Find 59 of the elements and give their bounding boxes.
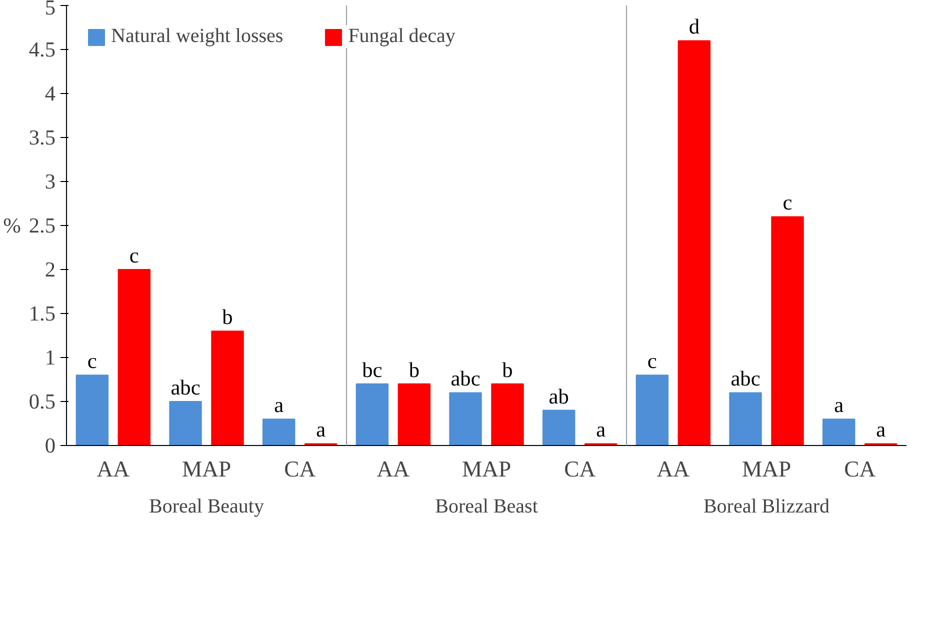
y-tick-label: 3.5 [28, 126, 56, 150]
x-tick-label: CA [564, 456, 596, 482]
bar [262, 418, 296, 446]
text: Boreal Beast [435, 496, 538, 518]
y-tick-label: 4 [44, 82, 56, 106]
x-tick-label: AA [96, 456, 130, 482]
data-label: a [834, 393, 844, 418]
bar [398, 383, 431, 446]
y-tick-label: 0 [44, 434, 56, 458]
bar [491, 383, 524, 446]
bar [771, 216, 804, 446]
data-label: b [502, 358, 513, 382]
data-label: abc [170, 376, 200, 400]
y-tick-label: 1 [44, 346, 56, 370]
legend-label: Fungal decay [348, 25, 456, 48]
bar [169, 401, 202, 446]
y-tick-label: 3 [44, 170, 56, 194]
data-label: a [876, 418, 886, 442]
data-label: a [596, 418, 606, 442]
data-label: c [647, 349, 657, 374]
data-label: c [87, 349, 97, 374]
x-tick-label: MAP [742, 456, 792, 482]
data-label: a [274, 393, 284, 418]
bar [76, 374, 109, 446]
y-tick-label: 2 [44, 258, 56, 282]
x-tick-label: CA [844, 456, 876, 482]
data-label: b [222, 305, 233, 330]
y-tick-label: 1.5 [28, 302, 56, 326]
data-label: c [782, 190, 792, 215]
data-label: abc [450, 366, 480, 391]
bar [636, 374, 669, 446]
x-tick-label: CA [284, 456, 316, 482]
data-label: a [316, 418, 326, 442]
x-tick-label: MAP [182, 456, 232, 482]
data-label: ab [548, 384, 569, 408]
text: Boreal Blizzard [703, 496, 830, 518]
bar [356, 383, 389, 446]
y-tick-label: 4.5 [28, 38, 56, 62]
data-label: d [688, 14, 700, 39]
x-tick-label: MAP [462, 456, 512, 482]
bar [729, 392, 762, 446]
x-tick-label: AA [376, 456, 410, 482]
y-tick-label: 0.5 [28, 390, 56, 414]
data-label: b [408, 358, 420, 382]
bar [678, 40, 711, 446]
y-axis-title: % [3, 214, 22, 238]
data-label: c [129, 244, 139, 268]
bar [542, 410, 576, 446]
data-label: bc [362, 358, 382, 382]
bar [822, 418, 856, 446]
legend-label: Natural weight losses [111, 25, 284, 48]
bar [118, 269, 151, 446]
bar [211, 330, 244, 446]
x-tick-label: AA [656, 456, 690, 482]
y-tick-label: 5 [44, 0, 56, 20]
data-label: abc [730, 366, 760, 391]
y-tick-label: 2.5 [28, 214, 56, 238]
bar [449, 392, 482, 446]
text: Boreal Beauty [149, 496, 264, 518]
